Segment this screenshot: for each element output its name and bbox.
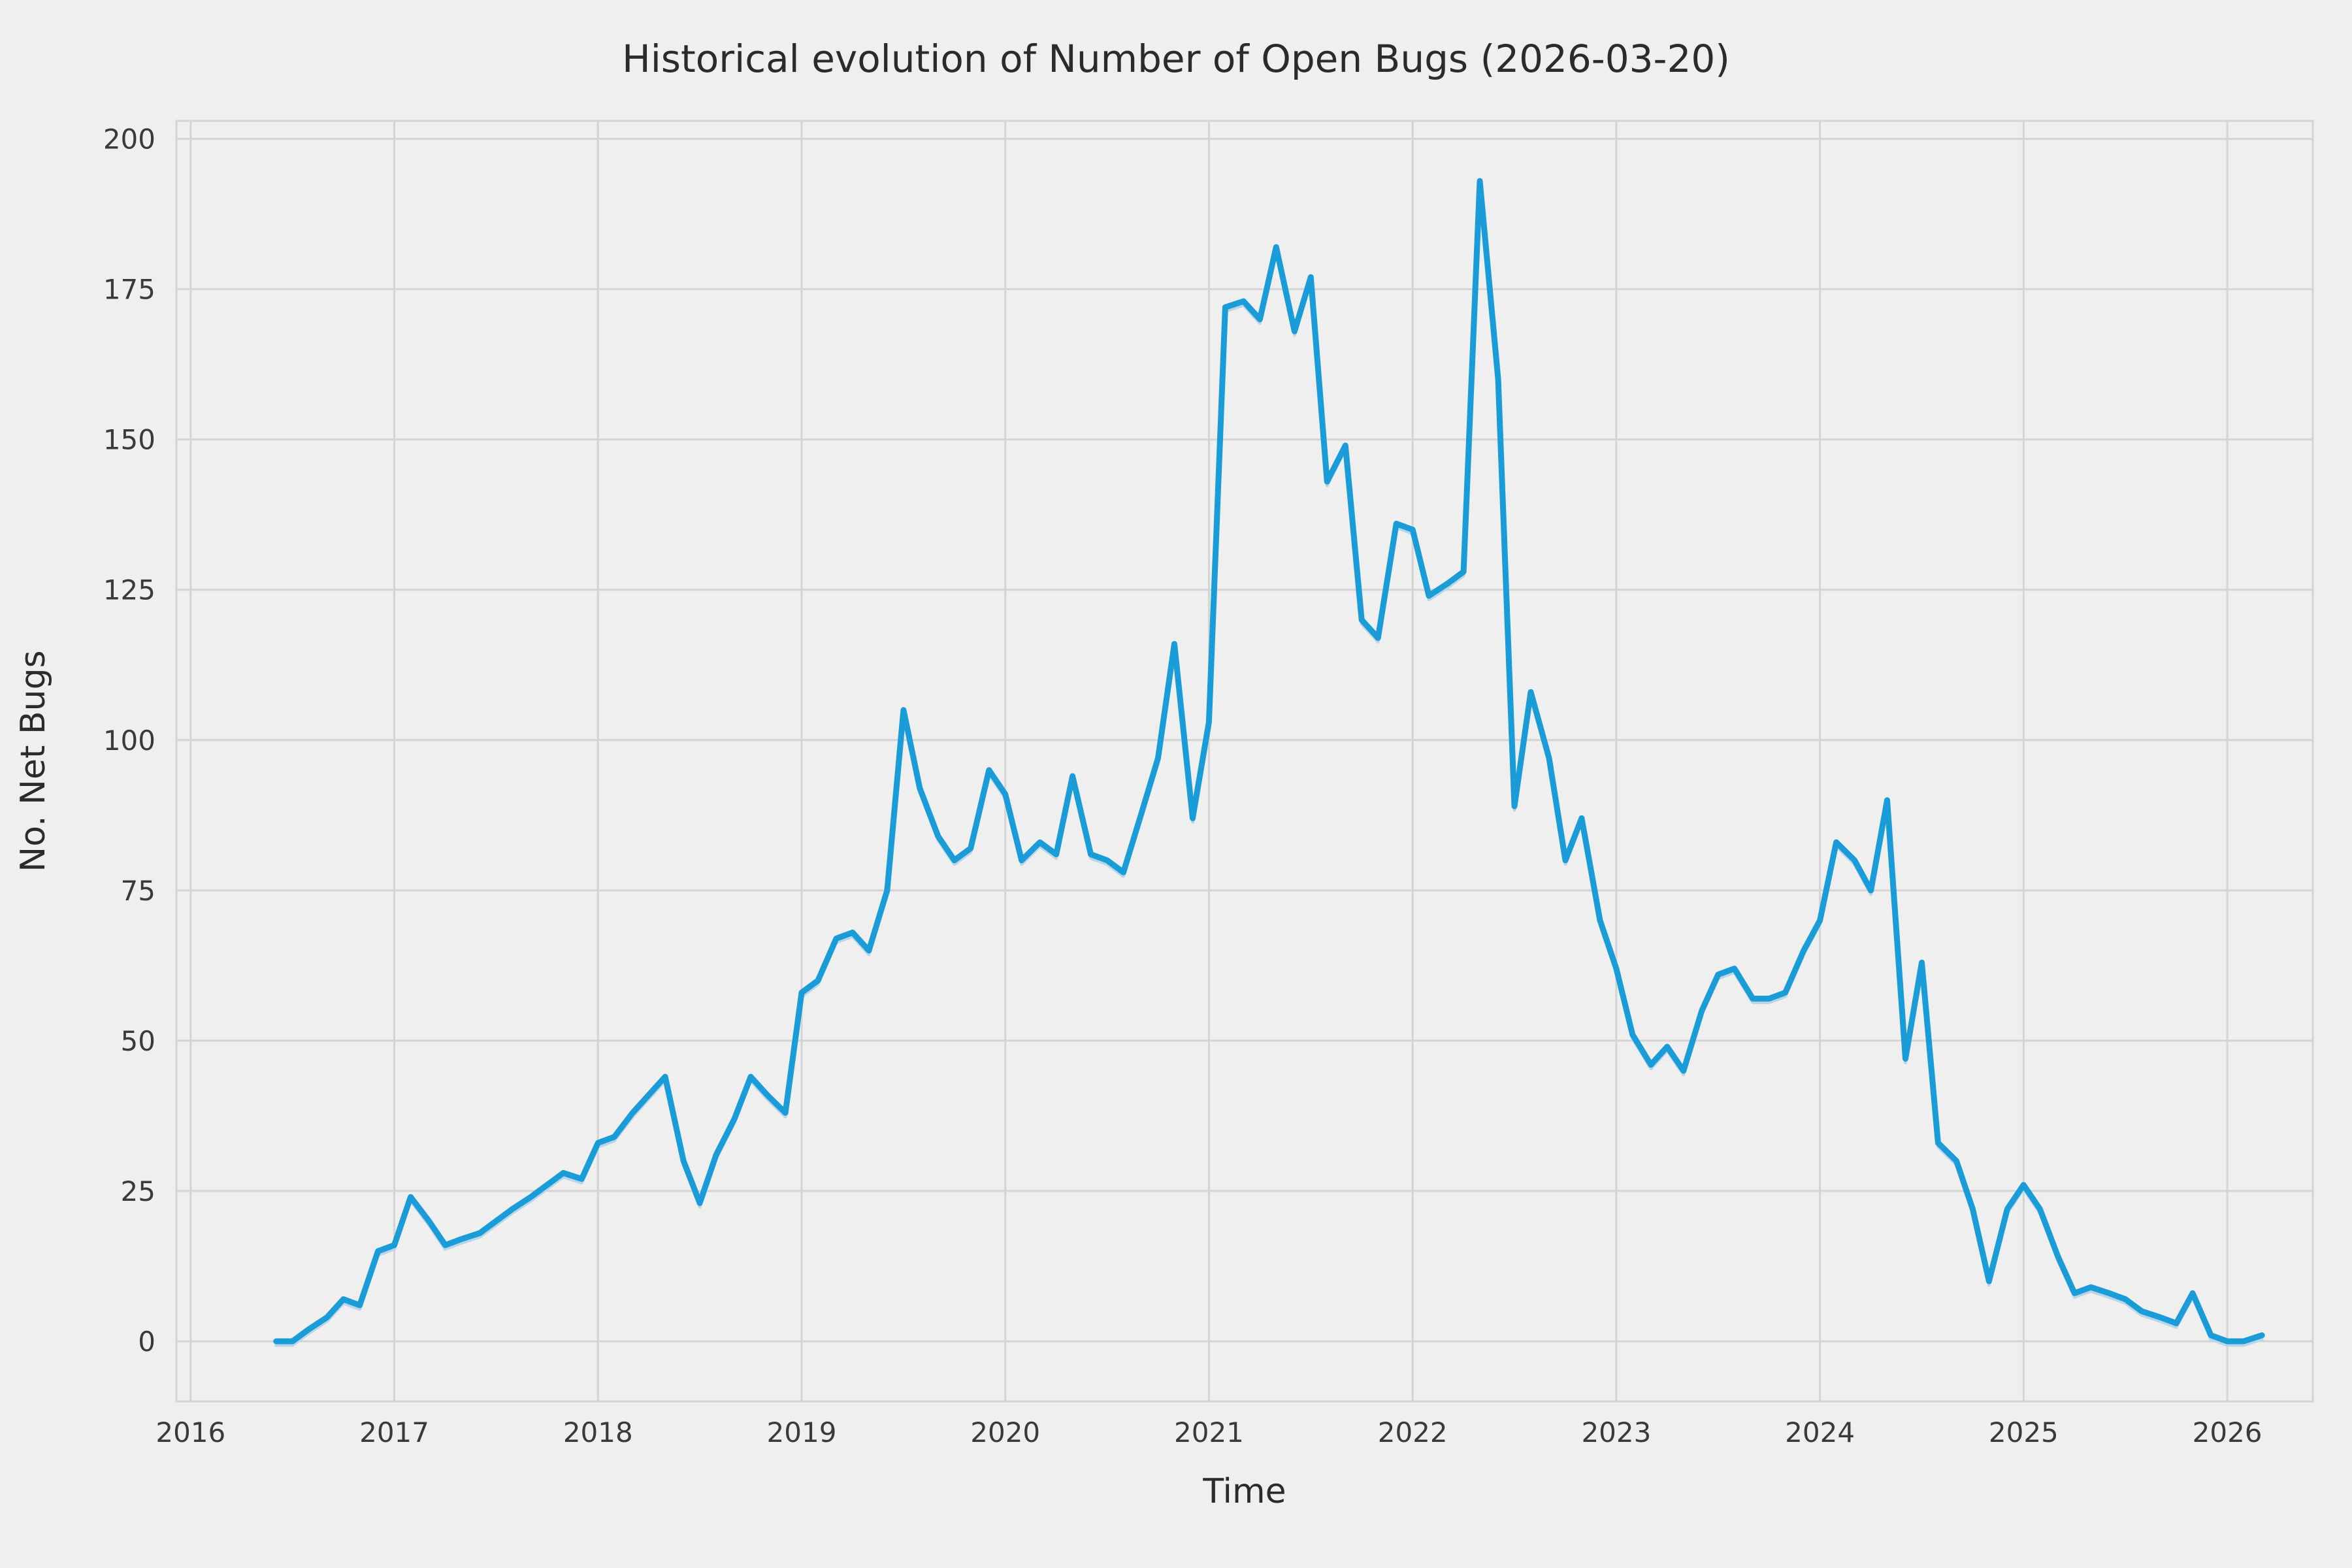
x-tick-label: 2024 bbox=[1785, 1416, 1855, 1448]
plot-border bbox=[175, 120, 2314, 1403]
y-tick-label: 200 bbox=[103, 123, 155, 155]
x-tick-label: 2026 bbox=[2193, 1416, 2262, 1448]
y-tick-label: 125 bbox=[103, 574, 155, 606]
x-tick-label: 2016 bbox=[155, 1416, 225, 1448]
x-tick-label: 2025 bbox=[1989, 1416, 2059, 1448]
line-series-shadow bbox=[274, 183, 2264, 1347]
x-tick-label: 2021 bbox=[1174, 1416, 1244, 1448]
x-axis-label: Time bbox=[1202, 1472, 1286, 1511]
tick-layer: 2016 2017 2018 2019 2020 2021 2022 2023 2024 2025… bbox=[103, 123, 2262, 1448]
chart-title: Historical evolution of Number of Open B… bbox=[622, 37, 1730, 81]
x-tick-label: 2017 bbox=[359, 1416, 429, 1448]
x-tick-label: 2022 bbox=[1378, 1416, 1448, 1448]
x-tick-label: 2019 bbox=[767, 1416, 837, 1448]
y-tick-label: 150 bbox=[103, 424, 155, 456]
y-tick-label: 50 bbox=[121, 1025, 155, 1057]
y-tick-label: 100 bbox=[103, 725, 155, 757]
y-tick-label: 75 bbox=[121, 875, 155, 907]
y-tick-label: 25 bbox=[121, 1175, 155, 1207]
x-tick-label: 2018 bbox=[563, 1416, 633, 1448]
x-tick-label: 2020 bbox=[970, 1416, 1040, 1448]
line-series bbox=[273, 178, 2265, 1345]
y-axis-label: No. Net Bugs bbox=[14, 650, 53, 872]
grid-layer bbox=[175, 120, 2314, 1403]
y-tick-label: 0 bbox=[138, 1326, 155, 1358]
y-tick-label: 175 bbox=[103, 274, 155, 306]
x-tick-label: 2023 bbox=[1581, 1416, 1651, 1448]
series-layer bbox=[273, 178, 2265, 1347]
